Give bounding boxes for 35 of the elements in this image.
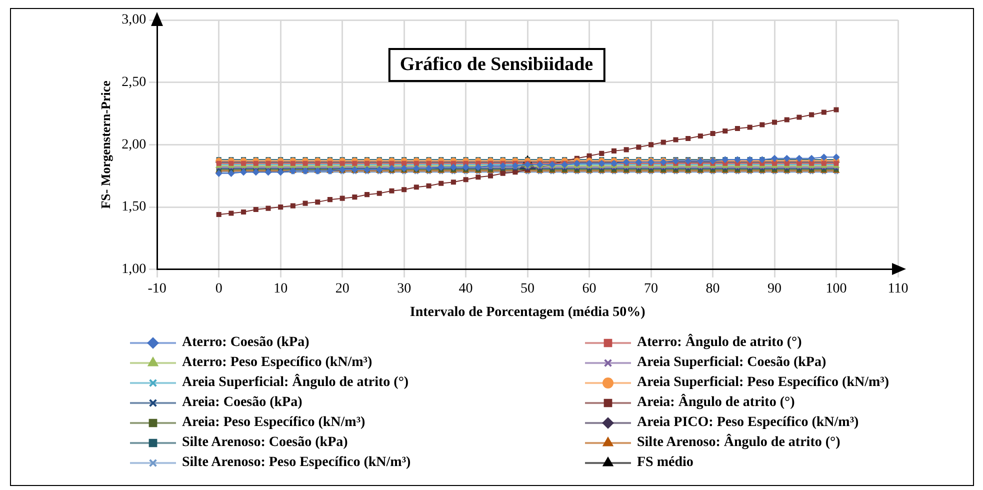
legend-label: Aterro: Coesão (kPa)	[182, 335, 310, 351]
x-tick-label: 110	[888, 281, 908, 296]
y-axis-title: FS- Morgenstern-Price	[98, 80, 114, 209]
y-tick-label: 1,50	[122, 200, 146, 215]
x-tick-label: 100	[826, 281, 847, 296]
legend-label: Areia: Coesão (kPa)	[182, 395, 302, 411]
legend-label: Areia Superficial: Ângulo de atrito (°)	[182, 375, 409, 391]
legend-label: Areia Superficial: Peso Específico (kN/m³)	[637, 375, 890, 391]
legend-label: Aterro: Ângulo de atrito (°)	[637, 335, 802, 351]
x-tick-label: 40	[458, 281, 473, 296]
y-tick-label: 2,50	[122, 75, 146, 90]
legend-label: Areia Superficial: Coesão (kPa)	[637, 355, 826, 371]
legend-label: Areia PICO: Peso Específico (kN/m³)	[637, 415, 859, 431]
text: Gráfico de Sensibiidade	[388, 48, 606, 82]
x-tick-label: 30	[397, 281, 412, 296]
legend-label: Areia: Peso Específico (kN/m³)	[182, 415, 366, 431]
y-tick-label: 3,00	[122, 12, 146, 28]
x-tick-label: 50	[520, 281, 535, 296]
x-axis-title: Intervalo de Porcentagem (média 50%)	[410, 305, 646, 320]
legend-label: Areia: Ângulo de atrito (°)	[637, 395, 795, 411]
x-tick-label: -10	[148, 281, 166, 296]
x-tick-label: 20	[335, 281, 350, 296]
legend-label: Silte Arenoso: Coesão (kPa)	[182, 435, 348, 451]
x-tick-label: 70	[644, 281, 658, 296]
x-tick-label: 10	[274, 281, 288, 296]
legend-label: FS médio	[637, 455, 694, 471]
legend-label: Aterro: Peso Específico (kN/m³)	[182, 355, 372, 371]
x-tick-label: 80	[706, 281, 720, 296]
legend-label: Silte Arenoso: Ângulo de atrito (°)	[637, 435, 840, 451]
y-tick-label: 1,00	[122, 262, 146, 278]
x-tick-label: 90	[768, 281, 782, 296]
y-tick-label: 2,00	[122, 137, 146, 152]
x-tick-label: 60	[582, 281, 596, 296]
x-tick-label: 0	[215, 281, 222, 296]
legend-label: Silte Arenoso: Peso Específico (kN/m³)	[182, 455, 411, 471]
